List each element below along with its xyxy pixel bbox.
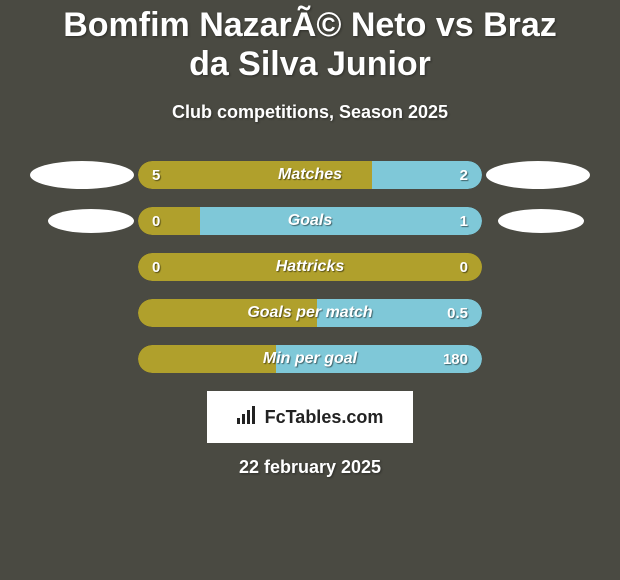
player2-ellipse xyxy=(498,209,584,233)
bars-icon xyxy=(237,406,259,429)
right-slot xyxy=(482,209,594,233)
page-title: Bomfim NazarÃ© Neto vs Braz da Silva Jun… xyxy=(0,0,620,84)
left-slot xyxy=(26,209,138,233)
stat-bar: 180Min per goal xyxy=(138,345,482,373)
left-slot xyxy=(26,161,138,189)
stat-label: Goals per match xyxy=(138,299,482,327)
stat-row: 52Matches xyxy=(0,161,620,189)
stat-label: Hattricks xyxy=(138,253,482,281)
right-slot xyxy=(482,161,594,189)
stat-bar: 01Goals xyxy=(138,207,482,235)
stat-row: 180Min per goal xyxy=(0,345,620,373)
stat-bar: 00Hattricks xyxy=(138,253,482,281)
logo-box: FcTables.com xyxy=(207,391,413,443)
player1-ellipse xyxy=(48,209,134,233)
stat-row: 0.5Goals per match xyxy=(0,299,620,327)
stat-bar: 52Matches xyxy=(138,161,482,189)
stat-row: 01Goals xyxy=(0,207,620,235)
logo-text: FcTables.com xyxy=(265,407,384,428)
subtitle: Club competitions, Season 2025 xyxy=(0,102,620,123)
player1-ellipse xyxy=(30,161,134,189)
date-text: 22 february 2025 xyxy=(0,457,620,478)
stat-label: Min per goal xyxy=(138,345,482,373)
comparison-chart: 52Matches 01Goals 00Hattricks 0.5Goals per … xyxy=(0,161,620,373)
stat-row: 00Hattricks xyxy=(0,253,620,281)
player2-ellipse xyxy=(486,161,590,189)
stat-bar: 0.5Goals per match xyxy=(138,299,482,327)
stat-label: Goals xyxy=(138,207,482,235)
stat-label: Matches xyxy=(138,161,482,189)
